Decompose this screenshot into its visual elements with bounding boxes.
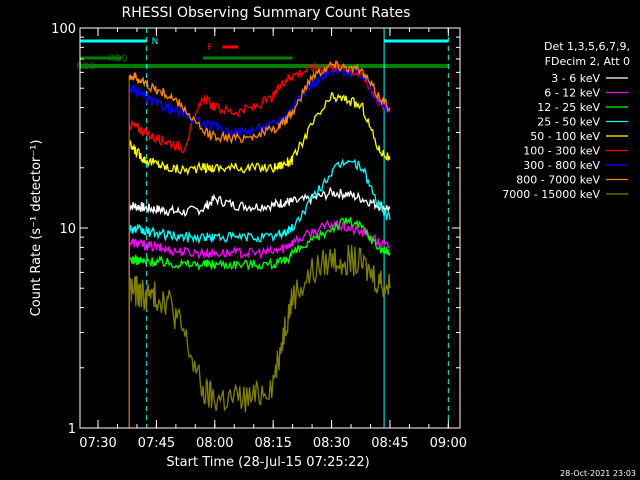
series-line-4 [128,92,391,177]
legend-label-0: 3 - 6 keV [551,72,600,85]
y-axis-label: Count Rate (s⁻¹ detector⁻¹) [29,140,44,317]
flag-markers: N F RD0 RD6 [77,28,449,428]
legend-label-1: 6 - 12 keV [544,87,600,100]
legend-label-3: 25 - 50 keV [537,116,600,129]
x-tick-label: 08:30 [313,436,350,451]
plot-axes: 1 10 100 07:30 07:45 08:00 08:15 08:30 08:45 09:0… [51,22,467,451]
x-axis-label: Start Time (28-Jul-15 07:25:22) [166,455,369,470]
flag-label-rd6: RD6 [77,62,96,72]
series-line-3 [128,158,391,245]
legend-header-0: Det 1,3,5,6,7,9, [544,40,630,53]
legend-label-5: 100 - 300 keV [523,145,600,158]
legend-label-2: 12 - 25 keV [537,101,600,114]
series-line-7 [128,60,391,145]
series-line-1 [128,219,391,260]
x-tick-label: 08:45 [371,436,408,451]
series-line-2 [128,216,391,272]
series-line-6 [128,65,391,138]
x-tick-label: 08:15 [254,436,291,451]
flag-label-rd0: RD0 [109,54,128,64]
series-layer [128,60,391,428]
y-tick-label: 1 [68,422,76,437]
x-tick-label: 07:30 [79,436,116,451]
legend-label-7: 800 - 7000 keV [516,174,600,187]
series-line-8 [128,244,391,413]
legend-label-6: 300 - 800 keV [523,159,600,172]
flag-label-n: N [152,37,159,47]
legend-header-1: FDecim 2, Att 0 [545,55,630,68]
timestamp-label: 28-Oct-2021 23:03 [560,469,636,478]
legend-label-8: 7000 - 15000 keV [502,188,600,201]
series-line-0 [128,186,391,217]
x-tick-label: 08:00 [196,436,233,451]
chart-title: RHESSI Observing Summary Count Rates [122,5,411,21]
legend: Det 1,3,5,6,7,9, FDecim 2, Att 0 3 - 6 keV… [502,40,630,201]
legend-label-4: 50 - 100 keV [530,130,600,143]
flag-label-f: F [207,43,212,53]
y-tick-label: 100 [51,22,76,37]
y-tick-label: 10 [59,222,76,237]
x-tick-label: 09:00 [430,436,467,451]
x-tick-label: 07:45 [138,436,175,451]
